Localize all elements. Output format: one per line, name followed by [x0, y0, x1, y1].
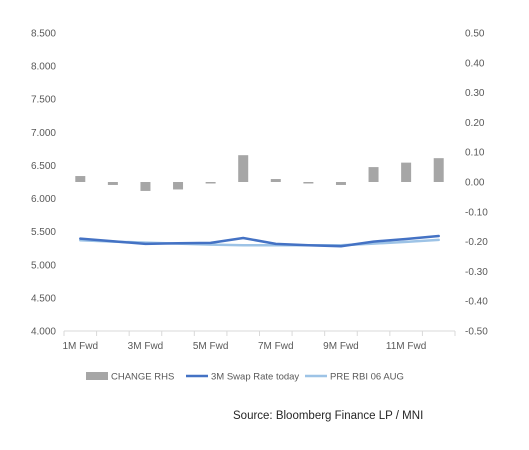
y-right-tick-label: -0.30 — [465, 267, 488, 278]
y-left-tick-label: 5.500 — [31, 227, 56, 238]
y-right-tick-label: 0.10 — [465, 148, 485, 159]
x-tick-label: 1M Fwd — [63, 341, 99, 352]
y-left-tick-label: 6.000 — [31, 194, 56, 205]
change-bar — [303, 182, 314, 184]
swap-rate-today-line — [79, 234, 440, 248]
y-right-tick-label: -0.40 — [465, 297, 488, 308]
legend-label: PRE RBI 06 AUG — [330, 372, 404, 383]
legend-swatch-change-rhs — [86, 372, 108, 380]
y-left-tick-label: 4.000 — [31, 327, 56, 338]
x-tick-label: 7M Fwd — [258, 341, 294, 352]
y-right-tick-label: 0.50 — [465, 29, 485, 40]
y-left-tick-label: 5.000 — [31, 260, 56, 271]
left-axis: 4.000 4.500 5.000 5.500 6.000 6.500 7.000 7.500… — [31, 29, 56, 338]
y-left-tick-label: 4.500 — [31, 293, 56, 304]
change-bars — [75, 155, 444, 191]
change-bar — [335, 182, 346, 185]
change-bar — [173, 182, 184, 190]
change-bar — [270, 179, 281, 182]
right-axis: -0.50 -0.40 -0.30 -0.20 -0.10 0.00 0.10 0.20 0.3… — [465, 29, 488, 338]
y-left-tick-label: 7.000 — [31, 128, 56, 139]
change-bar — [433, 158, 444, 182]
rate-lines — [79, 234, 440, 248]
change-bar — [140, 182, 151, 191]
y-left-tick-label: 6.500 — [31, 161, 56, 172]
x-axis: 1M Fwd 3M Fwd 5M Fwd 7M Fwd 9M Fwd 11M Fwd — [63, 330, 456, 352]
y-right-tick-label: -0.50 — [465, 327, 488, 338]
y-right-tick-label: -0.10 — [465, 207, 488, 218]
y-left-tick-label: 7.500 — [31, 95, 56, 106]
y-right-tick-label: 0.20 — [465, 118, 485, 129]
y-left-tick-label: 8.000 — [31, 62, 56, 73]
source-note: Source: Bloomberg Finance LP / MNI — [233, 410, 424, 422]
x-tick-label: 11M Fwd — [386, 341, 426, 352]
x-tick-label: 5M Fwd — [193, 341, 229, 352]
change-bar — [107, 182, 118, 185]
x-tick-label: 3M Fwd — [128, 341, 164, 352]
change-bar — [75, 176, 86, 182]
x-tick-label: 9M Fwd — [323, 341, 359, 352]
y-right-tick-label: -0.20 — [465, 237, 488, 248]
y-right-tick-label: 0.40 — [465, 58, 485, 69]
change-bar — [368, 167, 379, 182]
y-right-tick-label: 0.30 — [465, 88, 485, 99]
legend: CHANGE RHS 3M Swap Rate today PRE RBI 06 A… — [86, 372, 404, 383]
change-bar — [238, 155, 249, 182]
change-bar — [205, 182, 216, 184]
y-left-tick-label: 8.500 — [31, 29, 56, 40]
change-bar — [401, 162, 412, 182]
y-right-tick-label: 0.00 — [465, 178, 485, 189]
legend-label: CHANGE RHS — [111, 372, 174, 383]
legend-label: 3M Swap Rate today — [211, 372, 299, 383]
